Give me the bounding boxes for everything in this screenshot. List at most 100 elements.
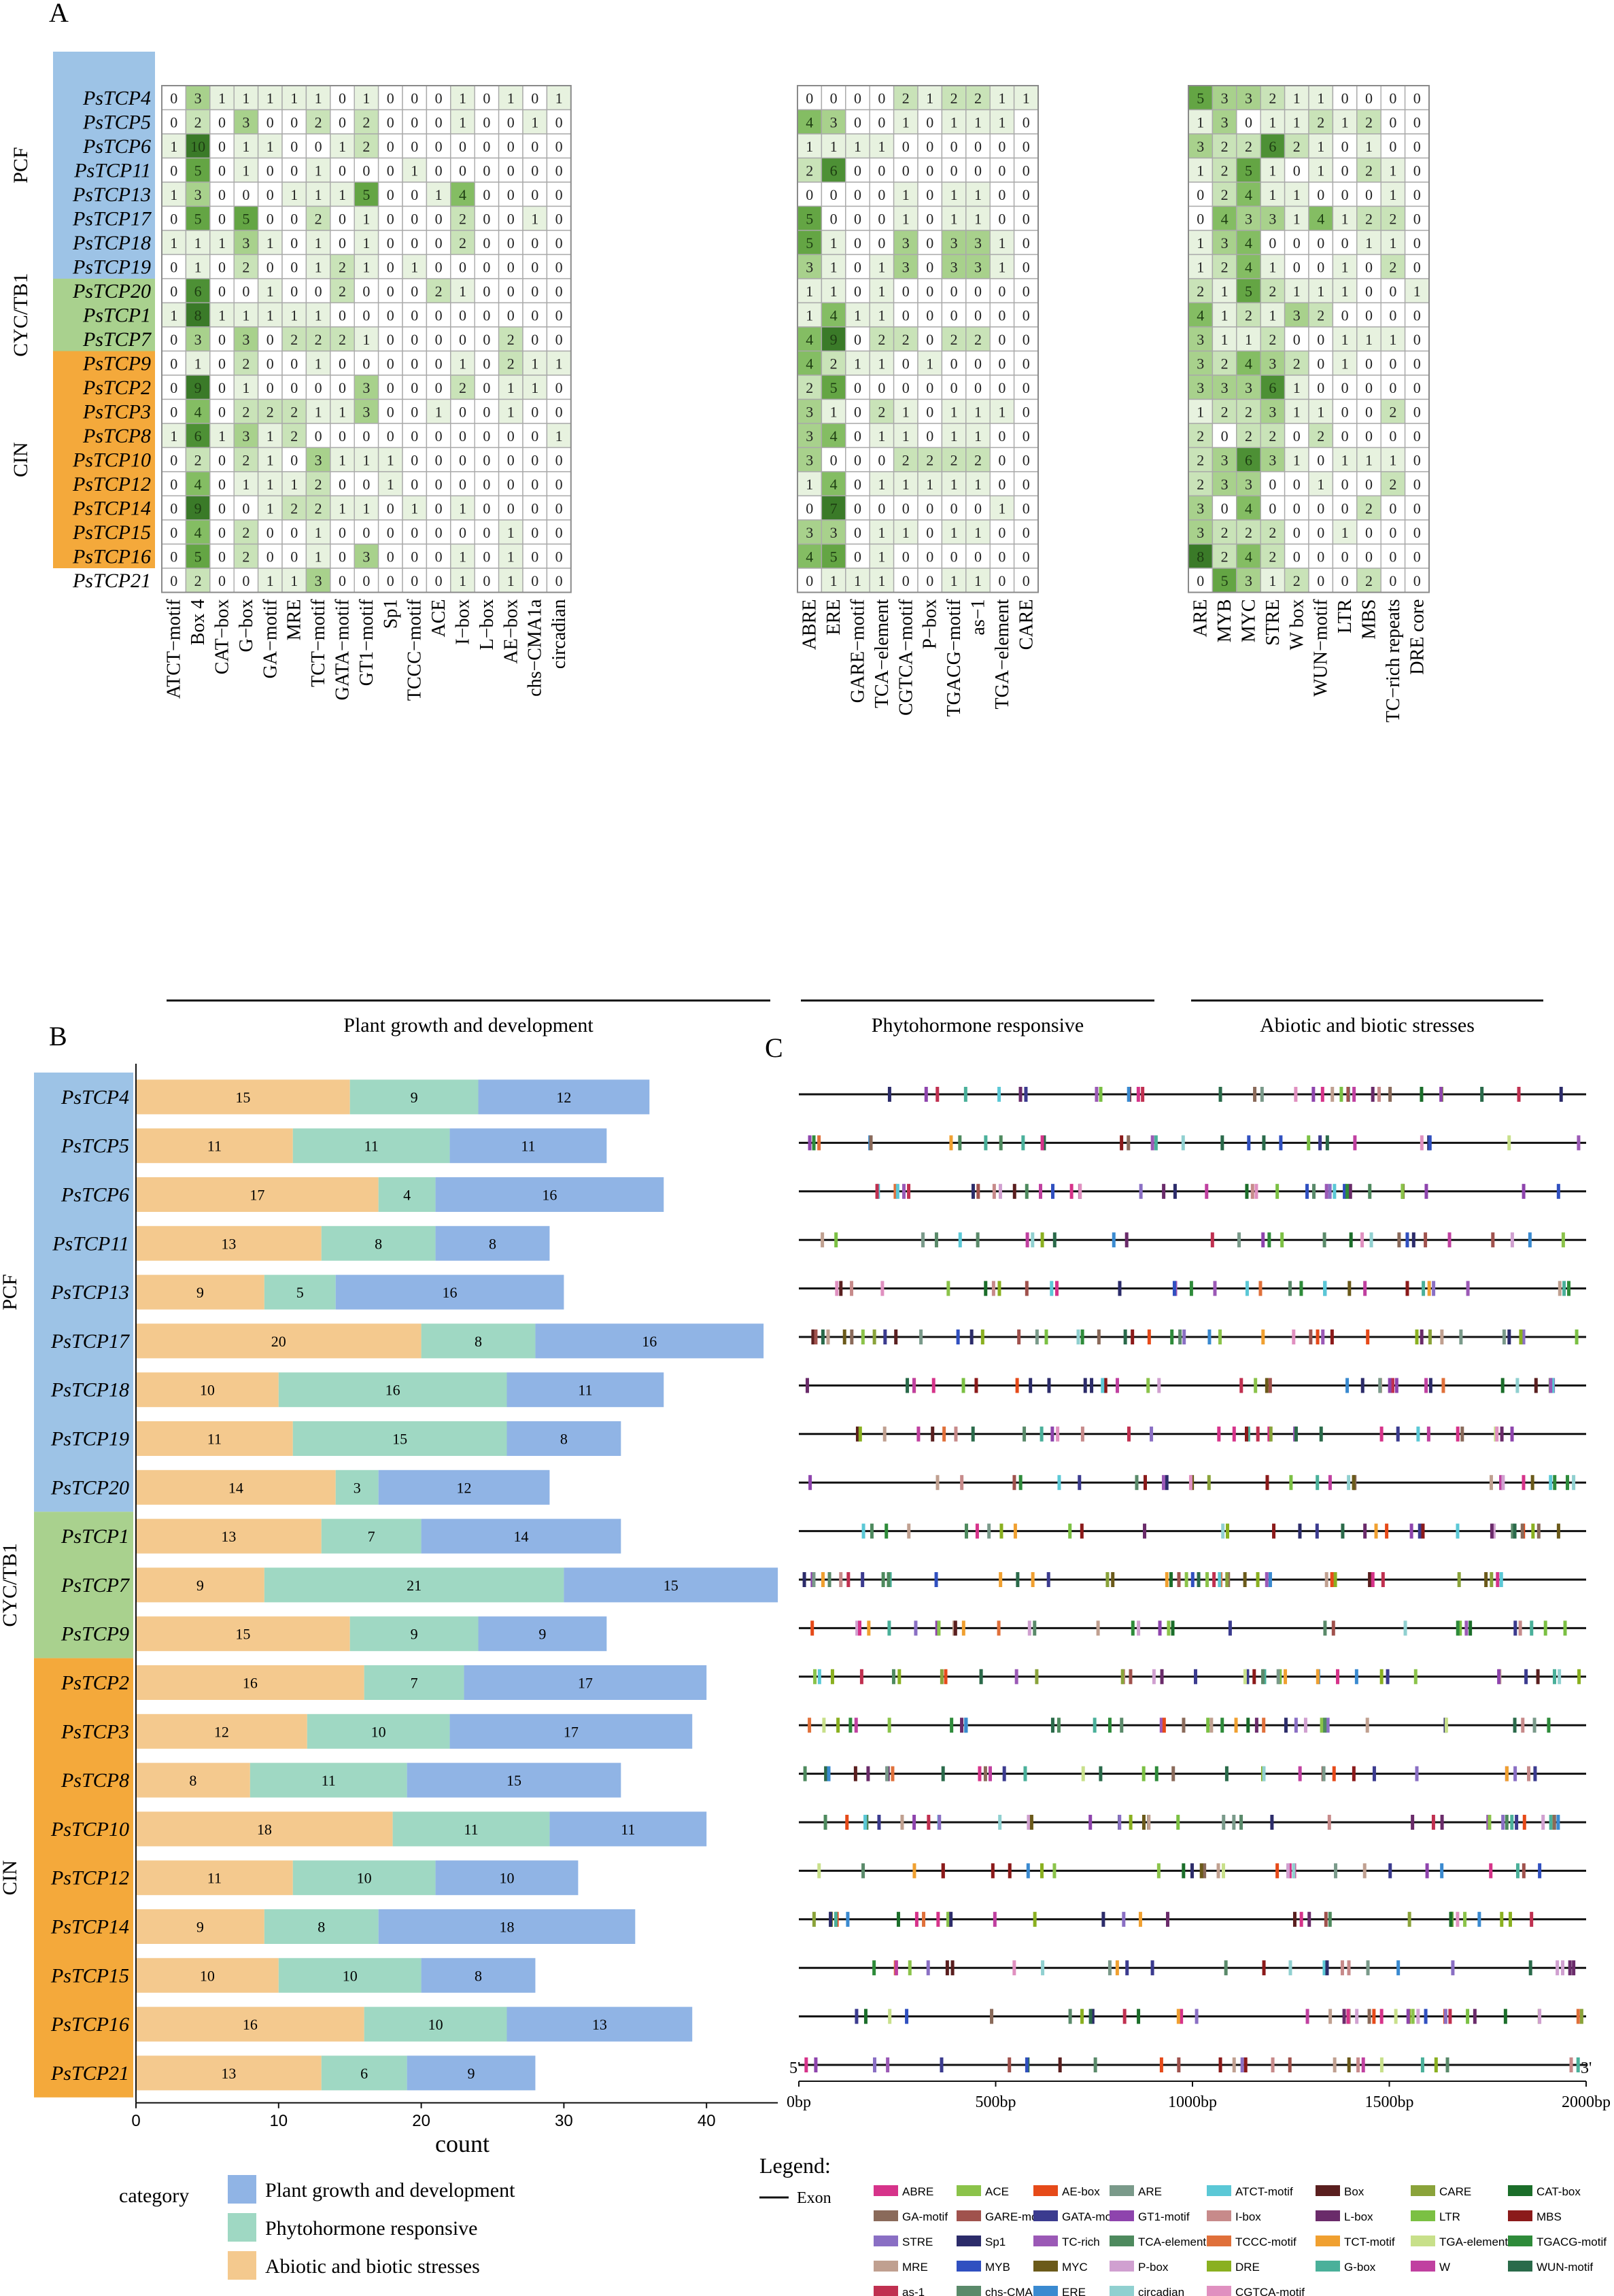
heatmap-cell-value: 1 [974,476,982,493]
promoter-legend-label: TCCC-motif [1235,2236,1297,2248]
promoter-legend-label: Sp1 [985,2236,1006,2248]
heatmap-cell [1013,447,1039,472]
promoter-element-mark [1265,1475,1269,1491]
heatmap-cell-value: 1 [1293,186,1301,203]
promoter-element-mark [1253,1087,1257,1102]
promoter-element-mark [1312,1183,1316,1199]
heatmap-cell-value: 1 [362,331,370,348]
heatmap-cell [845,157,870,183]
heatmap-cell-value: 1 [339,403,346,420]
heatmap-cell-value: 5 [194,162,202,179]
heatmap-cell-value: 2 [1269,331,1276,348]
heatmap-group-label: CIN [10,442,32,477]
promoter-element-mark [1044,1329,1048,1344]
promoter-element-mark [1440,1815,1444,1830]
promoter-element-mark [1203,1863,1207,1879]
heatmap-cell [450,133,475,159]
heatmap-cell-value: 1 [806,307,813,324]
promoter-element-mark [1420,1135,1424,1151]
promoter-element-mark [1256,1426,1260,1442]
heatmap-cell-value: 0 [830,451,838,468]
heatmap-cell [498,302,523,328]
promoter-element-mark [1176,2008,1180,2024]
promoter-element-mark [1252,1669,1256,1684]
heatmap-column-label: ARE [1190,599,1212,638]
promoter-element-mark [1244,1426,1248,1442]
promoter-element-mark [1334,1863,1338,1879]
heatmap-cell-value: 0 [483,138,490,155]
bar-value-label: 10 [357,1870,372,1887]
heatmap-cell [185,157,211,183]
heatmap-cell-value: 0 [1365,258,1373,275]
heatmap-cell-value: 0 [1341,379,1349,396]
promoter-element-mark [1305,2008,1309,2024]
heatmap-cell [354,85,379,111]
heatmap-cell [941,302,967,328]
heatmap-column-label: GATA−motif [332,599,354,701]
promoter-element-mark [1189,1281,1193,1296]
heatmap-cell-value: 0 [290,162,298,179]
promoter-element-mark [1131,1329,1135,1344]
promoter-element-mark [883,1329,887,1344]
heatmap-cell [989,519,1015,545]
promoter-element-mark [905,2008,909,2024]
heatmap-cell-value: 1 [290,307,298,324]
promoter-element-mark [1469,1620,1473,1636]
heatmap-cell [546,85,572,111]
promoter-element-mark [993,1911,997,1927]
heatmap-cell-value: 0 [854,451,861,468]
promoter-legend-label: WUN-motif [1536,2261,1593,2274]
promoter-element-mark [1050,1718,1054,1733]
promoter-element-mark [1265,1378,1269,1393]
heatmap-cell-value: 0 [1341,548,1349,565]
heatmap-cell-value: 0 [1365,186,1373,203]
heatmap-cell-value: 2 [315,500,322,517]
bar-value-label: 6 [360,2065,368,2082]
heatmap-cell-value: 0 [950,307,958,324]
heatmap-cell-value: 0 [411,355,418,372]
heatmap-cell-value: 0 [878,186,885,203]
promoter-element-mark [1502,1329,1506,1344]
promoter-element-mark [1568,1960,1572,1976]
heatmap-cell-value: 0 [290,234,298,251]
heatmap-cell-value: 0 [1245,114,1252,131]
heatmap-cell-value: 1 [362,451,370,468]
heatmap-cell-value: 2 [194,114,202,131]
heatmap-column-label: TGACG−motif [944,599,965,717]
heatmap-column-label: CAT−box [212,599,233,675]
heatmap-cell-value: 1 [1269,572,1276,589]
heatmap-cell-value: 4 [1245,234,1252,251]
bar-value-label: 17 [564,1723,579,1740]
heatmap-cell-value: 0 [290,379,298,396]
heatmap-cell [354,568,379,593]
promoter-element-mark [1080,1426,1084,1442]
promoter-element-mark [1510,1232,1514,1248]
heatmap-cell-value: 1 [806,476,813,493]
promoter-element-mark [1432,1281,1436,1296]
heatmap-cell [498,398,523,424]
heatmap-cell [257,447,283,472]
promoter-element-mark [992,1183,996,1199]
heatmap-cell-value: 2 [1365,572,1373,589]
heatmap-cell-value: 2 [1245,524,1252,541]
heatmap-cell-value: 0 [1023,114,1030,131]
promoter-element-mark [1521,1718,1525,1733]
heatmap-cell [546,109,572,135]
heatmap-cell-value: 0 [555,114,563,131]
heatmap-cell [1013,326,1039,352]
heatmap-cell-value: 0 [1389,355,1396,372]
promoter-element-mark [872,1329,876,1344]
promoter-element-mark [1261,1232,1265,1248]
heatmap-row-label: PsTCP19 [72,256,151,278]
heatmap-cell-value: 0 [387,162,394,179]
promoter-element-mark [1536,1669,1540,1684]
heatmap-cell-value: 2 [1365,114,1373,131]
bar-value-label: 9 [411,1089,418,1106]
promoter-element-mark [1127,1426,1131,1442]
promoter-element-mark [1500,1426,1504,1442]
heatmap-cell-value: 0 [411,428,418,445]
heatmap-cell-value: 2 [315,476,322,493]
heatmap-cell-value: 2 [1197,428,1204,445]
promoter-element-mark [1122,1911,1126,1927]
promoter-element-mark [1397,1232,1401,1248]
